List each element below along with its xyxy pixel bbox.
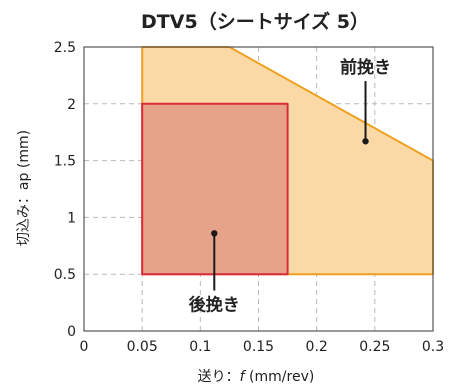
regions: [141, 46, 434, 276]
y-tick-label: 0.5: [54, 267, 76, 283]
y-tick-label: 2: [67, 97, 76, 113]
region-2: [141, 102, 289, 276]
x-axis-label-symbol: f: [240, 369, 247, 385]
chart-title: DTV5（シートサイズ 5）: [141, 10, 369, 33]
x-tick-label: 0.3: [422, 339, 444, 355]
x-tick-label: 0.1: [189, 339, 211, 355]
region-2-marker-dot: [211, 230, 218, 237]
x-tick-label: 0: [80, 339, 89, 355]
tick-labels: 0 0.05 0.1 0.15 0.2 0.25 0.3 0 0.5 1 1.5 2 2.5: [54, 40, 444, 355]
x-axis-label-unit: (mm/rev): [245, 369, 315, 385]
y-axis-label: 切込み：ap (mm): [16, 130, 32, 246]
region-2-label: 後挽き: [189, 295, 240, 316]
x-axis-label-prefix: 送り：: [198, 369, 240, 385]
x-tick-label: 0.15: [243, 339, 274, 355]
x-tick-label: 0.05: [127, 339, 158, 355]
x-tick-label: 0.2: [306, 339, 328, 355]
region-1-label: 前挽き: [340, 57, 391, 78]
y-tick-label: 1.5: [54, 154, 76, 170]
x-axis-label: 送り：f (mm/rev): [198, 369, 315, 385]
x-tick-label: 0.25: [359, 339, 390, 355]
region-1-marker-dot: [362, 138, 369, 145]
y-tick-label: 2.5: [54, 40, 76, 56]
plot-frame: [83, 46, 434, 332]
y-tick-label: 1: [67, 210, 76, 226]
y-tick-label: 0: [67, 324, 76, 340]
